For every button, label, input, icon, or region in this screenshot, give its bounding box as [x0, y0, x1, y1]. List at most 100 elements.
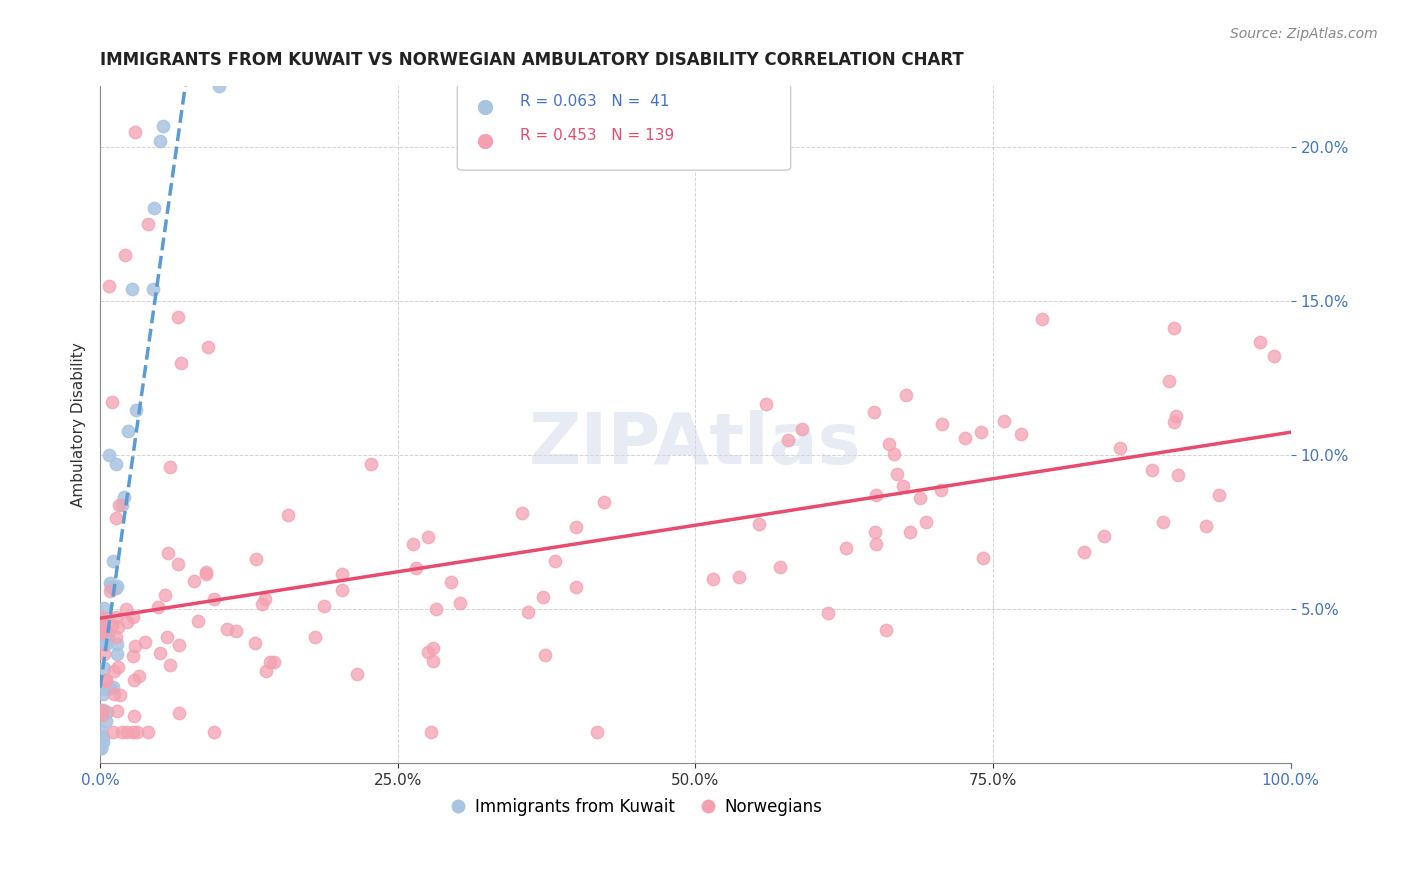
Norwegians [157, 546, 180, 560]
Norwegians [1109, 442, 1132, 456]
Norwegians [149, 646, 172, 660]
Norwegians [122, 673, 145, 688]
Norwegians [792, 422, 814, 436]
Immigrants from Kuwait [208, 78, 231, 93]
Norwegians [108, 688, 131, 702]
Immigrants from Kuwait [112, 491, 135, 505]
Norwegians [254, 664, 277, 678]
Norwegians [167, 638, 190, 652]
Norwegians [111, 725, 134, 739]
Norwegians [195, 565, 218, 579]
Immigrants from Kuwait [94, 637, 117, 651]
Norwegians [215, 622, 238, 636]
Norwegians [776, 433, 799, 447]
Immigrants from Kuwait [121, 282, 143, 296]
Norwegians [931, 417, 953, 432]
Norwegians [122, 709, 145, 723]
Norwegians [531, 590, 554, 604]
Norwegians [1249, 335, 1271, 350]
Immigrants from Kuwait [97, 448, 120, 462]
Norwegians [114, 248, 136, 262]
Norwegians [516, 605, 538, 619]
Immigrants from Kuwait [90, 740, 112, 755]
Norwegians [277, 508, 299, 523]
Immigrants from Kuwait [93, 601, 115, 615]
Norwegians [402, 537, 425, 551]
Text: R = 0.063   N =  41: R = 0.063 N = 41 [494, 109, 655, 128]
Immigrants from Kuwait [149, 134, 172, 148]
Norwegians [953, 431, 976, 445]
FancyBboxPatch shape [457, 75, 790, 170]
Norwegians [440, 574, 463, 589]
Norwegians [96, 673, 118, 688]
Norwegians [817, 606, 839, 620]
Norwegians [125, 725, 148, 739]
Y-axis label: Ambulatory Disability: Ambulatory Disability [72, 342, 86, 507]
Norwegians [422, 641, 444, 656]
Norwegians [1163, 415, 1185, 429]
Norwegians [422, 654, 444, 668]
Immigrants from Kuwait [105, 579, 128, 593]
Immigrants from Kuwait [142, 282, 165, 296]
Norwegians [1094, 529, 1116, 543]
Norwegians [101, 725, 124, 739]
Norwegians [1163, 321, 1185, 335]
Norwegians [449, 596, 471, 610]
Norwegians [202, 725, 225, 739]
Norwegians [94, 623, 117, 637]
Norwegians [243, 636, 266, 650]
Norwegians [970, 425, 993, 439]
Norwegians [202, 591, 225, 606]
Immigrants from Kuwait [93, 661, 115, 675]
Norwegians [128, 668, 150, 682]
Immigrants from Kuwait [90, 723, 112, 738]
Text: R = 0.453   N = 139: R = 0.453 N = 139 [520, 128, 675, 143]
Norwegians [156, 630, 179, 644]
Norwegians [170, 356, 193, 370]
Norwegians [425, 602, 447, 616]
Norwegians [104, 510, 127, 524]
Norwegians [107, 660, 129, 674]
Norwegians [898, 525, 921, 540]
Immigrants from Kuwait [93, 615, 115, 629]
Norwegians [865, 537, 887, 551]
Norwegians [183, 574, 205, 589]
Norwegians [312, 599, 335, 613]
Norwegians [253, 592, 276, 607]
Norwegians [124, 125, 146, 139]
Norwegians [863, 524, 886, 539]
Norwegians [418, 530, 440, 544]
Norwegians [564, 520, 586, 534]
Norwegians [405, 561, 427, 575]
Norwegians [993, 414, 1015, 428]
Norwegians [834, 541, 856, 556]
Immigrants from Kuwait [93, 624, 115, 639]
Norwegians [187, 614, 209, 628]
Norwegians [146, 600, 169, 615]
Norwegians [90, 610, 112, 624]
Norwegians [894, 388, 917, 402]
Immigrants from Kuwait [91, 730, 114, 744]
Immigrants from Kuwait [152, 120, 174, 134]
Norwegians [1164, 409, 1187, 423]
Norwegians [929, 483, 952, 497]
Immigrants from Kuwait [105, 647, 128, 661]
Immigrants from Kuwait [96, 714, 118, 729]
Immigrants from Kuwait [125, 403, 148, 417]
Norwegians [115, 615, 138, 629]
Norwegians [1073, 545, 1095, 559]
Text: R = 0.063   N =  41: R = 0.063 N = 41 [520, 95, 669, 110]
Norwegians [91, 703, 114, 717]
Norwegians [167, 706, 190, 720]
Immigrants from Kuwait [96, 681, 118, 696]
Norwegians [543, 554, 565, 568]
Norwegians [879, 437, 901, 451]
Immigrants from Kuwait [98, 681, 121, 695]
Norwegians [1263, 349, 1285, 363]
Immigrants from Kuwait [142, 201, 165, 215]
Immigrants from Kuwait [93, 620, 115, 634]
Norwegians [1194, 518, 1216, 533]
Immigrants from Kuwait [111, 498, 134, 512]
Norwegians [769, 560, 792, 574]
Norwegians [122, 648, 145, 663]
